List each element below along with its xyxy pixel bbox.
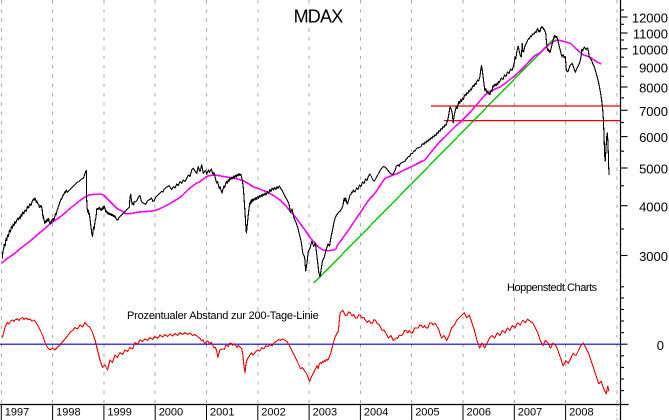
svg-text:Hoppenstedt Charts: Hoppenstedt Charts [507,282,598,294]
svg-text:5000: 5000 [639,162,668,177]
svg-text:1997: 1997 [5,407,29,419]
svg-text:2002: 2002 [261,407,285,419]
svg-text:3000: 3000 [639,249,668,264]
svg-text:2005: 2005 [415,407,439,419]
svg-text:2001: 2001 [210,407,234,419]
svg-text:MDAX: MDAX [294,7,344,27]
svg-text:Prozentualer Abstand zur 200-T: Prozentualer Abstand zur 200-Tage-Linie [127,310,319,322]
svg-text:7000: 7000 [639,104,668,119]
svg-text:2003: 2003 [313,407,337,419]
svg-text:2000: 2000 [159,407,183,419]
svg-text:6000: 6000 [639,130,668,145]
svg-text:9000: 9000 [639,61,668,76]
svg-text:2008: 2008 [569,407,593,419]
svg-text:2006: 2006 [467,407,491,419]
svg-text:0: 0 [657,338,664,353]
svg-text:1998: 1998 [56,407,80,419]
svg-text:11000: 11000 [633,27,668,42]
svg-text:4000: 4000 [639,199,668,214]
svg-text:10000: 10000 [632,42,668,57]
svg-text:2007: 2007 [518,407,542,419]
svg-text:1999: 1999 [107,407,131,419]
svg-text:8000: 8000 [639,81,668,96]
svg-text:12000: 12000 [632,11,668,26]
svg-text:2004: 2004 [364,407,388,419]
